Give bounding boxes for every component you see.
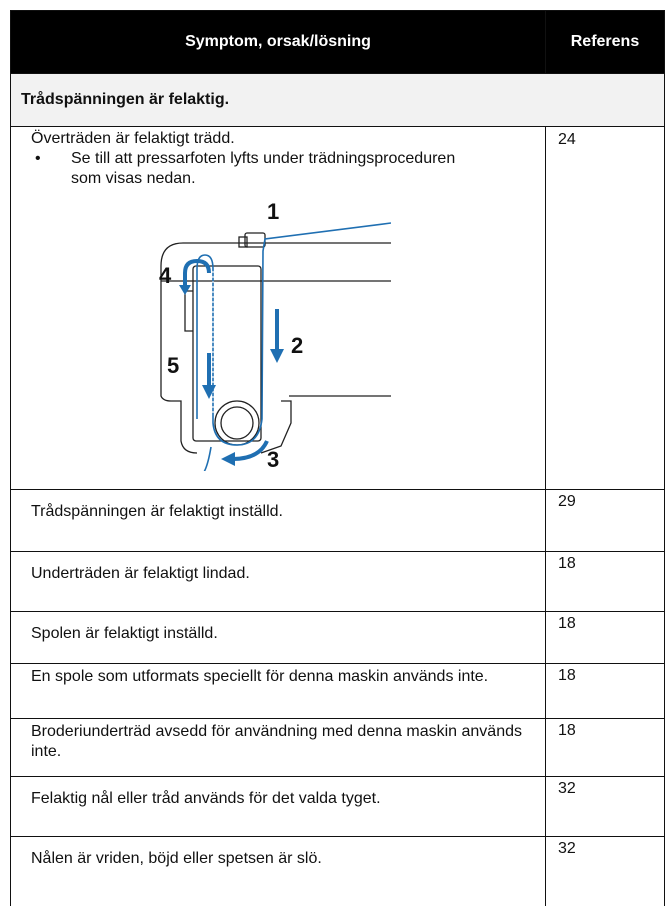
row: Broderiunderträd avsedd för användning m… xyxy=(10,718,665,777)
bullet-text: Se till att pressarfoten lyfts under trä… xyxy=(11,149,545,189)
cell: Överträden är felaktigt trädd. Se till a… xyxy=(10,126,546,490)
row-text: Broderiunderträd avsedd för användning m… xyxy=(31,723,522,760)
header-row: Symptom, orsak/lösning Referens xyxy=(10,10,665,74)
reference: 18 xyxy=(545,611,665,664)
cell: Underträden är felaktigt lindad. xyxy=(10,551,546,612)
diagram-label: 3 xyxy=(267,447,279,471)
cell: Nålen är vriden, böjd eller spetsen är s… xyxy=(10,836,546,906)
row-text: Felaktig nål eller tråd används för det … xyxy=(31,790,381,807)
reference: 18 xyxy=(545,663,665,719)
row: Nålen är vriden, böjd eller spetsen är s… xyxy=(10,836,665,906)
row-text: Trådspänningen är felaktigt inställd. xyxy=(31,503,283,520)
row: Felaktig nål eller tråd används för det … xyxy=(10,776,665,837)
reference: 18 xyxy=(545,718,665,777)
threading-diagram: 1 2 3 4 5 xyxy=(159,199,391,471)
cell: En spole som utformats speciellt för den… xyxy=(10,663,546,719)
reference: 18 xyxy=(545,551,665,612)
diagram-label: 1 xyxy=(267,199,279,224)
section-title: Trådspänningen är felaktig. xyxy=(10,73,665,127)
row-text: En spole som utformats speciellt för den… xyxy=(31,668,489,685)
cell: Trådspänningen är felaktigt inställd. xyxy=(10,489,546,552)
row: Trådspänningen är felaktigt inställd. 29 xyxy=(10,489,665,552)
row-text: Nålen är vriden, böjd eller spetsen är s… xyxy=(31,850,322,867)
diagram-label: 4 xyxy=(159,263,172,288)
troubleshooting-table: Symptom, orsak/lösning Referens Trådspän… xyxy=(10,10,665,906)
illustration: 1 2 3 4 5 xyxy=(11,189,545,471)
diagram-label: 5 xyxy=(167,353,179,378)
row: En spole som utformats speciellt för den… xyxy=(10,663,665,719)
header-cell: Referens xyxy=(545,10,665,74)
row-text: Underträden är felaktigt lindad. xyxy=(31,565,250,582)
cell: Felaktig nål eller tråd används för det … xyxy=(10,776,546,837)
row: Spolen är felaktigt inställd. 18 xyxy=(10,611,665,664)
cell: Spolen är felaktigt inställd. xyxy=(10,611,546,664)
row-text: Överträden är felaktigt trädd. xyxy=(31,130,235,147)
reference: 32 xyxy=(545,836,665,906)
row: Överträden är felaktigt trädd. Se till a… xyxy=(10,126,665,490)
reference: 32 xyxy=(545,776,665,837)
cell: Broderiunderträd avsedd för användning m… xyxy=(10,718,546,777)
row: Underträden är felaktigt lindad. 18 xyxy=(10,551,665,612)
section-row: Trådspänningen är felaktig. xyxy=(10,73,665,127)
diagram-label: 2 xyxy=(291,333,303,358)
header-cell: Symptom, orsak/lösning xyxy=(10,10,546,74)
reference: 24 xyxy=(545,126,665,490)
row-text: Spolen är felaktigt inställd. xyxy=(31,625,218,642)
reference: 29 xyxy=(545,489,665,552)
